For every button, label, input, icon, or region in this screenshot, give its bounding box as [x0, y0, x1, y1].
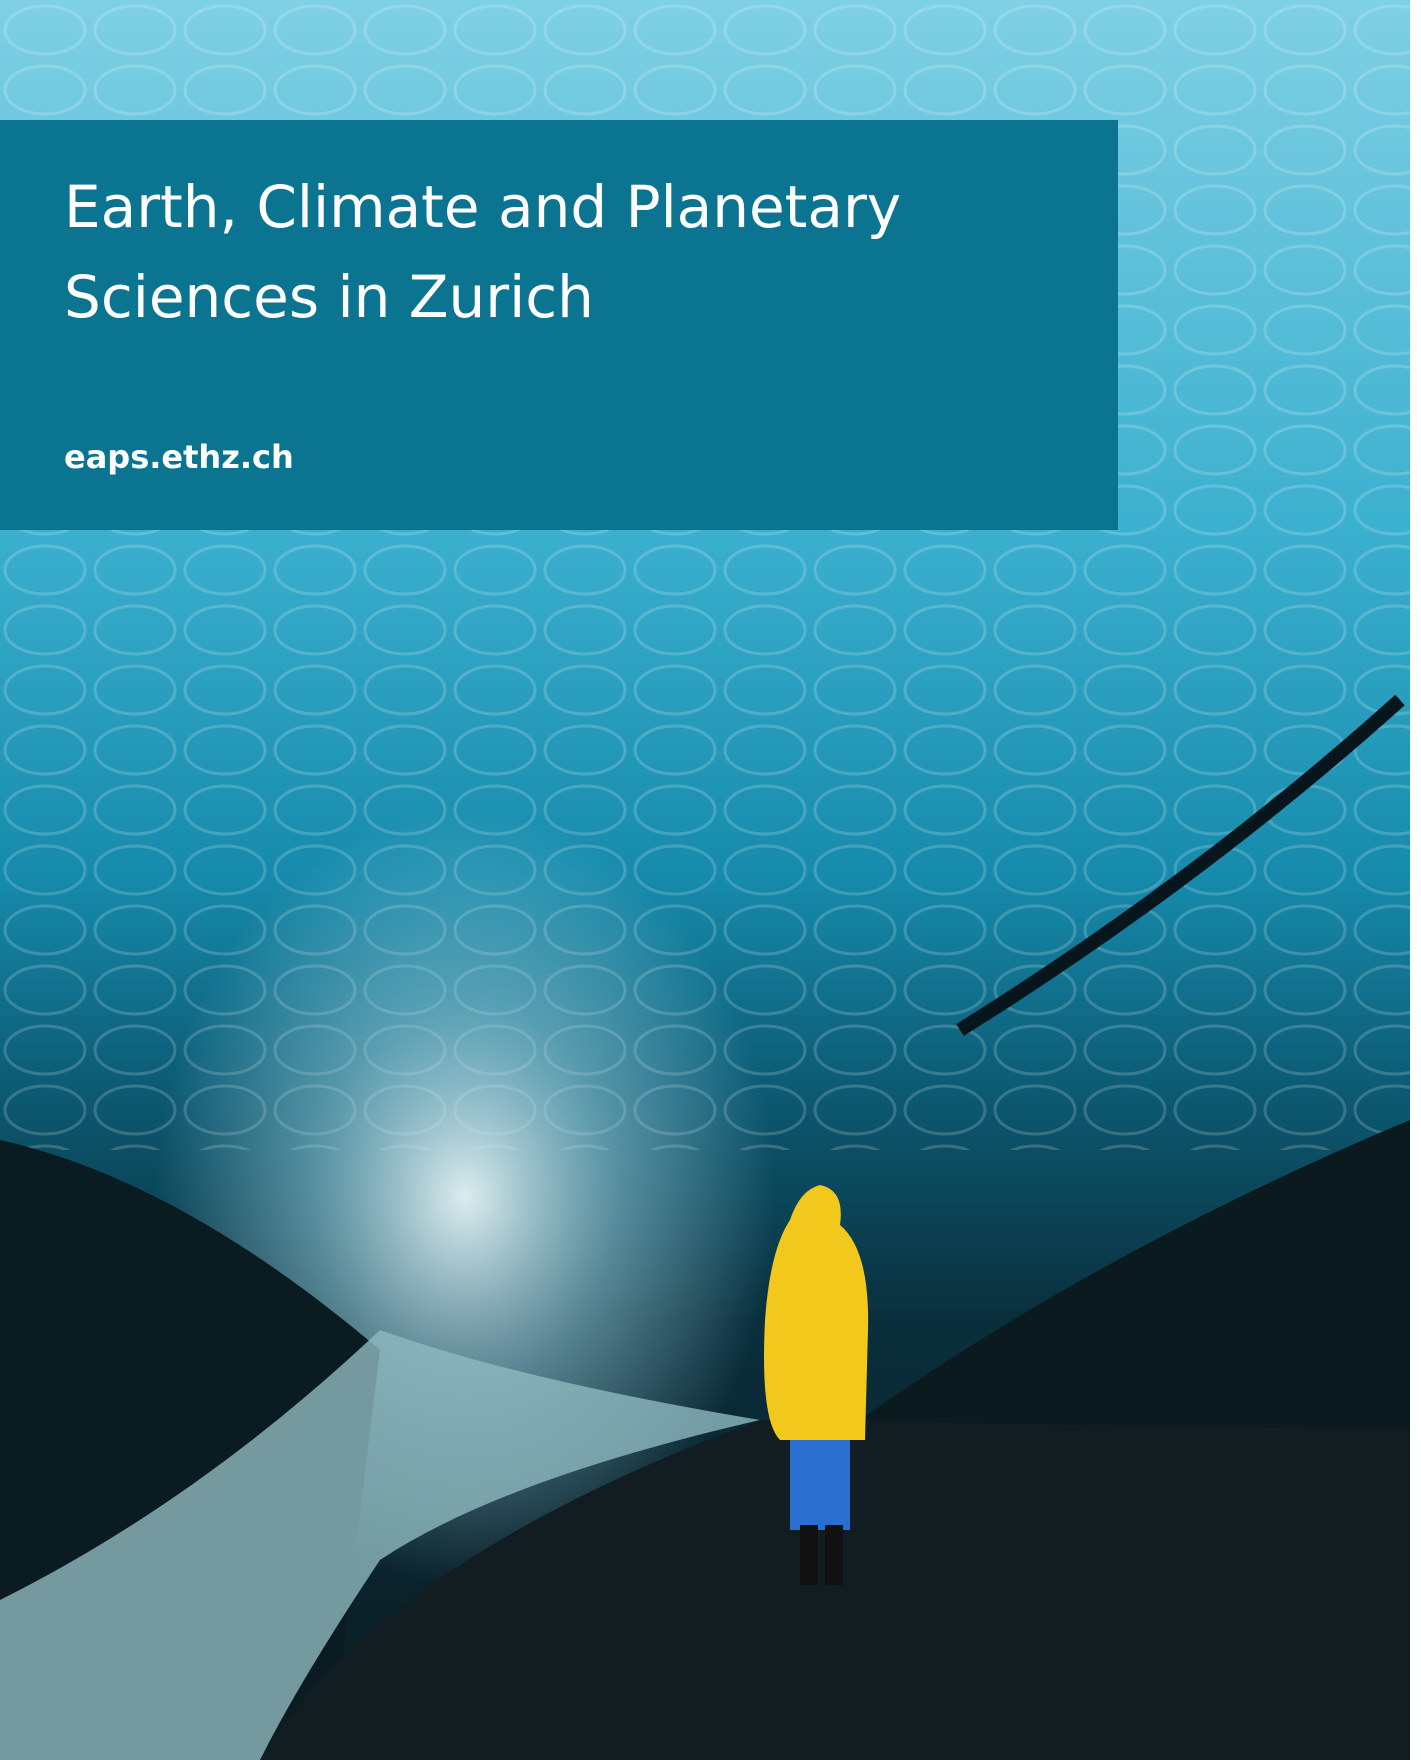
page: Earth, Climate and Planetary Sciences in… [0, 0, 1421, 1760]
title: Earth, Climate and Planetary Sciences in… [64, 162, 1064, 342]
title-panel: Earth, Climate and Planetary Sciences in… [0, 120, 1118, 530]
website-url: eaps.ethz.ch [64, 438, 294, 476]
